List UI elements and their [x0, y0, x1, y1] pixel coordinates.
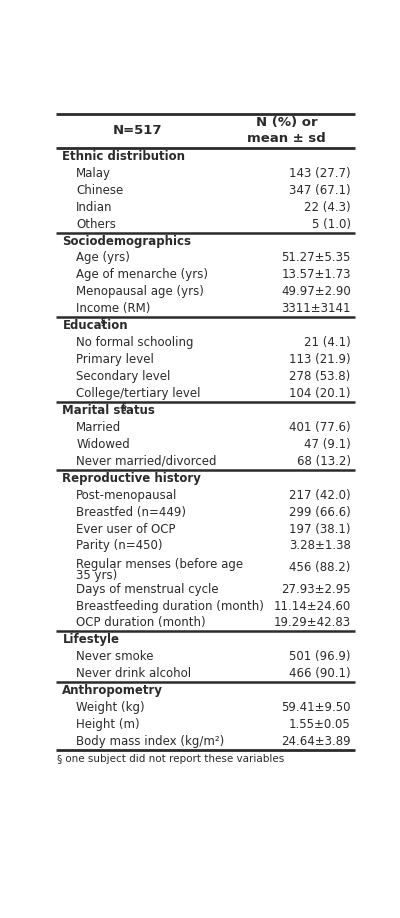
- Text: Never drink alcohol: Never drink alcohol: [76, 667, 192, 680]
- Text: Never smoke: Never smoke: [76, 650, 154, 664]
- Text: Marital status: Marital status: [62, 404, 155, 417]
- Text: Days of menstrual cycle: Days of menstrual cycle: [76, 583, 219, 596]
- Text: Height (m): Height (m): [76, 718, 140, 731]
- Text: 19.29±42.83: 19.29±42.83: [274, 617, 351, 630]
- Text: one subject did not report these variables: one subject did not report these variabl…: [62, 754, 284, 764]
- Text: Income (RM): Income (RM): [76, 302, 151, 315]
- Text: Married: Married: [76, 420, 122, 434]
- Text: Others: Others: [76, 218, 116, 230]
- Text: 11.14±24.60: 11.14±24.60: [274, 599, 351, 612]
- Text: 347 (67.1): 347 (67.1): [289, 184, 351, 196]
- Text: 24.64±3.89: 24.64±3.89: [281, 735, 351, 748]
- Text: §: §: [122, 403, 127, 412]
- Text: 197 (38.1): 197 (38.1): [289, 522, 351, 535]
- Text: 278 (53.8): 278 (53.8): [290, 370, 351, 383]
- Text: Anthropometry: Anthropometry: [62, 684, 164, 698]
- Text: 49.97±2.90: 49.97±2.90: [281, 285, 351, 298]
- Text: 5 (1.0): 5 (1.0): [312, 218, 351, 230]
- Text: Lifestyle: Lifestyle: [62, 633, 120, 646]
- Text: 466 (90.1): 466 (90.1): [289, 667, 351, 680]
- Text: 501 (96.9): 501 (96.9): [289, 650, 351, 664]
- Text: N=517: N=517: [113, 125, 162, 138]
- Text: Ethnic distribution: Ethnic distribution: [62, 150, 186, 162]
- Text: Ever user of OCP: Ever user of OCP: [76, 522, 176, 535]
- Text: College/tertiary level: College/tertiary level: [76, 387, 201, 400]
- Text: Post-menopausal: Post-menopausal: [76, 488, 178, 501]
- Text: Age of menarche (yrs): Age of menarche (yrs): [76, 268, 208, 282]
- Text: 68 (13.2): 68 (13.2): [297, 454, 351, 468]
- Text: 13.57±1.73: 13.57±1.73: [281, 268, 351, 282]
- Text: N (%) or
mean ± sd: N (%) or mean ± sd: [247, 117, 326, 145]
- Text: 113 (21.9): 113 (21.9): [289, 353, 351, 366]
- Text: Widowed: Widowed: [76, 438, 130, 451]
- Text: 21 (4.1): 21 (4.1): [304, 336, 351, 349]
- Text: Body mass index (kg/m²): Body mass index (kg/m²): [76, 735, 225, 748]
- Text: Malay: Malay: [76, 167, 111, 180]
- Text: 22 (4.3): 22 (4.3): [304, 201, 351, 214]
- Text: 3.28±1.38: 3.28±1.38: [289, 540, 351, 553]
- Text: §: §: [101, 319, 105, 327]
- Text: 47 (9.1): 47 (9.1): [304, 438, 351, 451]
- Text: 1.55±0.05: 1.55±0.05: [289, 718, 351, 731]
- Text: 456 (88.2): 456 (88.2): [289, 561, 351, 574]
- Text: 401 (77.6): 401 (77.6): [289, 420, 351, 434]
- Text: §: §: [56, 754, 62, 764]
- Text: 59.41±9.50: 59.41±9.50: [281, 701, 351, 714]
- Text: Secondary level: Secondary level: [76, 370, 171, 383]
- Text: 27.93±2.95: 27.93±2.95: [281, 583, 351, 596]
- Text: Breastfeeding duration (month): Breastfeeding duration (month): [76, 599, 264, 612]
- Text: 35 yrs): 35 yrs): [76, 569, 118, 582]
- Text: Breastfed (n=449): Breastfed (n=449): [76, 506, 186, 519]
- Text: No formal schooling: No formal schooling: [76, 336, 194, 349]
- Text: Indian: Indian: [76, 201, 113, 214]
- Text: Education: Education: [62, 319, 128, 332]
- Text: Never married/divorced: Never married/divorced: [76, 454, 217, 468]
- Text: 217 (42.0): 217 (42.0): [289, 488, 351, 501]
- Text: 3311±3141: 3311±3141: [281, 302, 351, 315]
- Text: Primary level: Primary level: [76, 353, 154, 366]
- Text: Weight (kg): Weight (kg): [76, 701, 145, 714]
- Text: Age (yrs): Age (yrs): [76, 252, 130, 264]
- Text: 143 (27.7): 143 (27.7): [289, 167, 351, 180]
- Text: Chinese: Chinese: [76, 184, 124, 196]
- Text: 104 (20.1): 104 (20.1): [289, 387, 351, 400]
- Text: Parity (n=450): Parity (n=450): [76, 540, 163, 553]
- Text: 299 (66.6): 299 (66.6): [289, 506, 351, 519]
- Text: OCP duration (month): OCP duration (month): [76, 617, 206, 630]
- Text: Menopausal age (yrs): Menopausal age (yrs): [76, 285, 204, 298]
- Text: Regular menses (before age: Regular menses (before age: [76, 558, 244, 571]
- Text: 51.27±5.35: 51.27±5.35: [281, 252, 351, 264]
- Text: Sociodemographics: Sociodemographics: [62, 235, 192, 248]
- Text: Reproductive history: Reproductive history: [62, 472, 201, 485]
